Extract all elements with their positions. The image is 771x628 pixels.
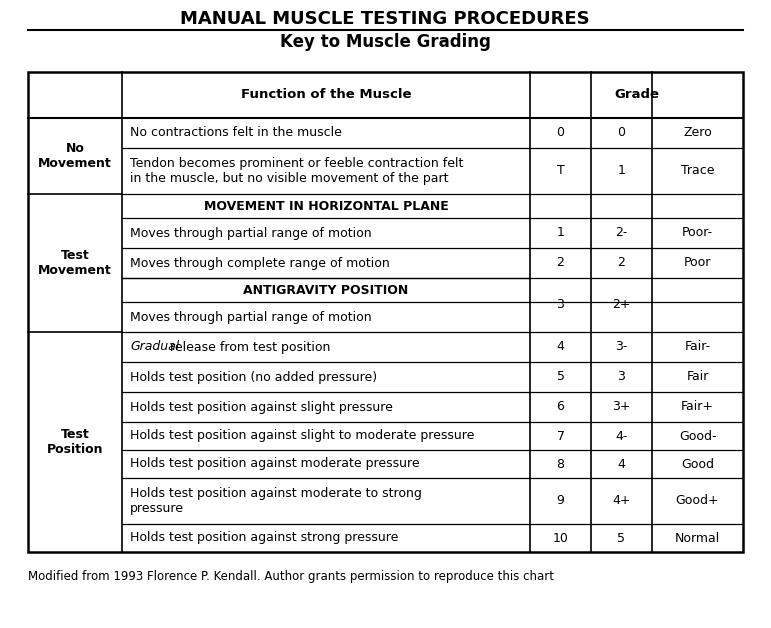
Text: Holds test position (no added pressure): Holds test position (no added pressure) bbox=[130, 371, 377, 384]
Text: Test
Movement: Test Movement bbox=[38, 249, 112, 277]
Text: 10: 10 bbox=[553, 531, 568, 544]
Text: Holds test position against slight to moderate pressure: Holds test position against slight to mo… bbox=[130, 430, 474, 443]
Text: 4: 4 bbox=[557, 340, 564, 354]
Text: Moves through complete range of motion: Moves through complete range of motion bbox=[130, 256, 390, 269]
Bar bbox=[28, 72, 743, 552]
Text: Good+: Good+ bbox=[675, 494, 719, 507]
Text: Holds test position against slight pressure: Holds test position against slight press… bbox=[130, 401, 393, 413]
Text: Holds test position against strong pressure: Holds test position against strong press… bbox=[130, 531, 399, 544]
Text: Good: Good bbox=[681, 458, 714, 470]
Text: Fair-: Fair- bbox=[685, 340, 711, 354]
Text: Poor: Poor bbox=[684, 256, 711, 269]
Text: Test
Position: Test Position bbox=[47, 428, 103, 456]
Text: Modified from 1993 Florence P. Kendall. Author grants permission to reproduce th: Modified from 1993 Florence P. Kendall. … bbox=[28, 570, 554, 583]
Text: 1: 1 bbox=[557, 227, 564, 239]
Text: 2+: 2+ bbox=[612, 298, 631, 311]
Text: MANUAL MUSCLE TESTING PROCEDURES: MANUAL MUSCLE TESTING PROCEDURES bbox=[180, 10, 590, 28]
Text: Function of the Muscle: Function of the Muscle bbox=[241, 89, 411, 102]
Text: release from test position: release from test position bbox=[167, 340, 331, 354]
Text: 4-: 4- bbox=[615, 430, 628, 443]
Text: Holds test position against moderate pressure: Holds test position against moderate pre… bbox=[130, 458, 419, 470]
Text: 5: 5 bbox=[618, 531, 625, 544]
Text: 4: 4 bbox=[618, 458, 625, 470]
Text: Fair+: Fair+ bbox=[681, 401, 714, 413]
Text: Poor-: Poor- bbox=[682, 227, 713, 239]
Text: Moves through partial range of motion: Moves through partial range of motion bbox=[130, 227, 372, 239]
Text: 2-: 2- bbox=[615, 227, 628, 239]
Text: MOVEMENT IN HORIZONTAL PLANE: MOVEMENT IN HORIZONTAL PLANE bbox=[204, 200, 449, 212]
Text: 2: 2 bbox=[618, 256, 625, 269]
Text: Grade: Grade bbox=[614, 89, 659, 102]
Text: Fair: Fair bbox=[686, 371, 709, 384]
Text: 0: 0 bbox=[557, 126, 564, 139]
Text: Zero: Zero bbox=[683, 126, 712, 139]
Text: 3-: 3- bbox=[615, 340, 628, 354]
Text: 2: 2 bbox=[557, 256, 564, 269]
Text: 7: 7 bbox=[557, 430, 564, 443]
Text: T: T bbox=[557, 165, 564, 178]
Text: Gradual: Gradual bbox=[130, 340, 179, 354]
Text: 4+: 4+ bbox=[612, 494, 631, 507]
Text: 3: 3 bbox=[618, 371, 625, 384]
Text: Tendon becomes prominent or feeble contraction felt
in the muscle, but no visibl: Tendon becomes prominent or feeble contr… bbox=[130, 157, 463, 185]
Text: 9: 9 bbox=[557, 494, 564, 507]
Text: Moves through partial range of motion: Moves through partial range of motion bbox=[130, 310, 372, 323]
Text: No contractions felt in the muscle: No contractions felt in the muscle bbox=[130, 126, 342, 139]
Text: 1: 1 bbox=[618, 165, 625, 178]
Text: 8: 8 bbox=[557, 458, 564, 470]
Text: ANTIGRAVITY POSITION: ANTIGRAVITY POSITION bbox=[244, 283, 409, 296]
Text: 0: 0 bbox=[618, 126, 625, 139]
Text: Key to Muscle Grading: Key to Muscle Grading bbox=[280, 33, 490, 51]
Text: 6: 6 bbox=[557, 401, 564, 413]
Text: Holds test position against moderate to strong
pressure: Holds test position against moderate to … bbox=[130, 487, 422, 515]
Text: Normal: Normal bbox=[675, 531, 720, 544]
Text: 3+: 3+ bbox=[612, 401, 631, 413]
Text: No
Movement: No Movement bbox=[38, 142, 112, 170]
Text: Good-: Good- bbox=[678, 430, 716, 443]
Text: 3: 3 bbox=[557, 298, 564, 311]
Text: 5: 5 bbox=[557, 371, 564, 384]
Text: Trace: Trace bbox=[681, 165, 714, 178]
